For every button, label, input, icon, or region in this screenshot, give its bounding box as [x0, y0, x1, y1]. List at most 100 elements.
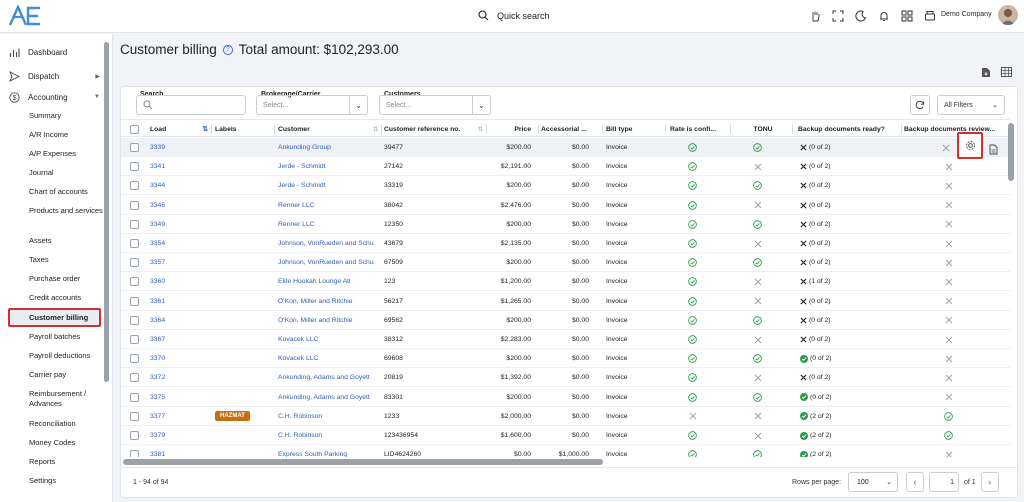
customer-link[interactable]: Jerde - Schmidt — [278, 182, 326, 190]
sidebar-item-summary[interactable]: Summary — [29, 111, 62, 120]
quick-search[interactable]: Quick search — [478, 10, 550, 21]
load-link[interactable]: 3364 — [150, 316, 166, 324]
moon-icon[interactable] — [853, 8, 869, 24]
document-icon[interactable] — [989, 144, 998, 157]
sidebar-scrollbar[interactable] — [104, 42, 109, 382]
table-row[interactable]: 3349 Renner LLC 12350 $200.00 $0.00 Invoice (0… — [121, 215, 1010, 234]
refresh-button[interactable] — [910, 95, 930, 115]
load-link[interactable]: 3357 — [150, 259, 166, 267]
all-filters-button[interactable]: All Filters ⌄ — [937, 95, 1005, 115]
sidebar-item-payroll-deductions[interactable]: Payroll deductions — [29, 351, 91, 360]
sidebar-item-ap-expenses[interactable]: A/P Expenses — [29, 149, 76, 158]
load-link[interactable]: 3349 — [150, 220, 166, 228]
sidebar-item-settings[interactable]: Settings — [29, 476, 57, 485]
row-checkbox[interactable] — [130, 277, 139, 287]
row-checkbox[interactable] — [130, 219, 139, 229]
row-checkbox[interactable] — [130, 392, 139, 402]
export-file-icon[interactable] — [981, 67, 991, 80]
load-link[interactable]: 3375 — [150, 393, 166, 401]
avatar[interactable] — [998, 5, 1018, 25]
table-row[interactable]: 3364 O'Kon, Miller and Ritchie 69562 $200.0… — [121, 311, 1010, 330]
sidebar-item-purchase-order[interactable]: Purchase order — [29, 274, 81, 283]
col-customer-ref[interactable]: Customer reference no. ⇅ — [384, 120, 487, 138]
col-backup-review[interactable]: Backup documents review... — [904, 125, 996, 133]
load-link[interactable]: 3339 — [150, 144, 166, 151]
load-link[interactable]: 3361 — [150, 297, 166, 305]
table-row[interactable]: 3357 Johnson, VonRueden and Schu 67509 $200… — [121, 253, 1010, 273]
customer-link[interactable]: Johnson, VonRueden and Schu — [278, 259, 374, 267]
fullscreen-icon[interactable] — [830, 8, 846, 24]
print-icon[interactable] — [922, 8, 938, 24]
table-row[interactable]: 3367 Kovacek LLC 38312 $2,283.00 $0.00 Invoic… — [121, 330, 1010, 349]
load-link[interactable]: 3379 — [150, 432, 166, 439]
load-link[interactable]: 3346 — [150, 201, 166, 209]
row-checkbox[interactable] — [130, 411, 139, 421]
row-checkbox[interactable] — [130, 373, 139, 383]
customer-link[interactable]: O'Kon, Miller and Ritchie — [278, 316, 353, 324]
sidebar-item-taxes[interactable]: Taxes — [29, 255, 49, 264]
col-load[interactable]: Load ⇅ — [150, 120, 212, 138]
col-rate-confirmed[interactable]: Rate is confi... — [670, 120, 731, 138]
row-checkbox[interactable] — [130, 143, 139, 152]
table-row[interactable]: 3381 Express South Parking LID4624260 $0.00… — [121, 445, 1010, 457]
row-checkbox[interactable] — [130, 450, 139, 457]
sidebar-item-dispatch[interactable]: Dispatch ▶ — [8, 70, 100, 82]
load-link[interactable]: 3377 — [150, 412, 166, 420]
customer-link[interactable]: C.H. Robinson — [278, 432, 323, 439]
sidebar-item-reimbursement[interactable]: Reimbursement / Advances — [29, 389, 87, 408]
rows-per-page-select[interactable]: 100 ⌄ — [848, 472, 898, 492]
sidebar-item-ar-income[interactable]: A/R Income — [29, 130, 69, 139]
row-checkbox[interactable] — [130, 296, 139, 306]
customer-link[interactable]: Renner LLC — [278, 220, 315, 228]
load-link[interactable]: 3381 — [150, 451, 166, 457]
customer-link[interactable]: O'Kon, Miller and Ritchie — [278, 297, 353, 305]
next-page-button[interactable]: › — [980, 472, 999, 492]
sidebar-item-journal[interactable]: Journal — [29, 168, 54, 177]
col-labels[interactable]: Labels — [215, 120, 275, 138]
sidebar-item-products-services[interactable]: Products and services — [29, 206, 103, 215]
col-backup-ready[interactable]: Backup documents ready? — [798, 120, 902, 138]
load-link[interactable]: 3360 — [150, 278, 166, 286]
row-checkbox[interactable] — [130, 431, 139, 440]
table-row[interactable]: 3377 HAZMAT C.H. Robinson 1233 $2,000.00 $0.0… — [121, 407, 1010, 426]
select-all-checkbox[interactable] — [130, 124, 139, 134]
row-checkbox[interactable] — [130, 162, 139, 172]
customer-link[interactable]: C.H. Robinson — [278, 412, 323, 420]
sidebar-item-payroll-batches[interactable]: Payroll batches — [29, 332, 81, 341]
table-row[interactable]: 3339 Ankunding Group 39477 $200.00 $0.00 Invo… — [121, 138, 1010, 157]
sidebar-item-assets[interactable]: Assets — [29, 236, 52, 245]
customer-link[interactable]: Ankunding Group — [278, 144, 331, 151]
col-price[interactable]: Price — [487, 120, 539, 138]
load-link[interactable]: 3354 — [150, 240, 166, 247]
row-checkbox[interactable] — [130, 200, 139, 210]
sidebar-item-reconciliation[interactable]: Reconciliation — [29, 419, 76, 428]
row-checkbox[interactable] — [130, 258, 139, 268]
table-row[interactable]: 3375 Ankunding, Adams and Goyett 83301 $200… — [121, 388, 1010, 407]
company-name[interactable]: Demo Company — [941, 11, 992, 18]
table-view-icon[interactable] — [1001, 67, 1012, 80]
row-checkbox[interactable] — [130, 335, 139, 344]
table-row[interactable]: 3361 O'Kon, Miller and Ritchie 56217 $1,265… — [121, 292, 1010, 311]
row-checkbox[interactable] — [130, 181, 139, 191]
load-link[interactable]: 3372 — [150, 374, 166, 382]
brokerage-select[interactable]: Select... ⌄ — [256, 95, 368, 115]
help-icon[interactable]: ? — [222, 44, 233, 55]
search-input[interactable] — [136, 95, 246, 115]
hand-icon[interactable] — [807, 8, 823, 24]
row-settings-button[interactable] — [957, 132, 983, 159]
table-horizontal-scrollbar[interactable] — [123, 459, 603, 465]
table-row[interactable]: 3354 Johnson, VonRueden and Schu 43679 $2,1… — [121, 234, 1010, 253]
load-link[interactable]: 3344 — [150, 182, 166, 190]
customer-link[interactable]: Renner LLC — [278, 201, 315, 209]
row-checkbox[interactable] — [130, 239, 139, 248]
prev-page-button[interactable]: ‹ — [906, 472, 924, 492]
table-vertical-scrollbar[interactable] — [1008, 123, 1014, 181]
table-row[interactable]: 3372 Ankunding, Adams and Goyett 20819 $1,3… — [121, 368, 1010, 388]
sidebar-item-dashboard[interactable]: Dashboard — [8, 46, 100, 58]
bell-icon[interactable] — [876, 8, 892, 24]
row-checkbox[interactable] — [130, 315, 139, 325]
sidebar-item-reports[interactable]: Reports — [29, 457, 56, 466]
customer-link[interactable]: Kovacek LLC — [278, 336, 319, 343]
customers-select[interactable]: Select... ⌄ — [379, 95, 491, 115]
sort-active-icon[interactable]: ⇅ — [202, 126, 208, 133]
